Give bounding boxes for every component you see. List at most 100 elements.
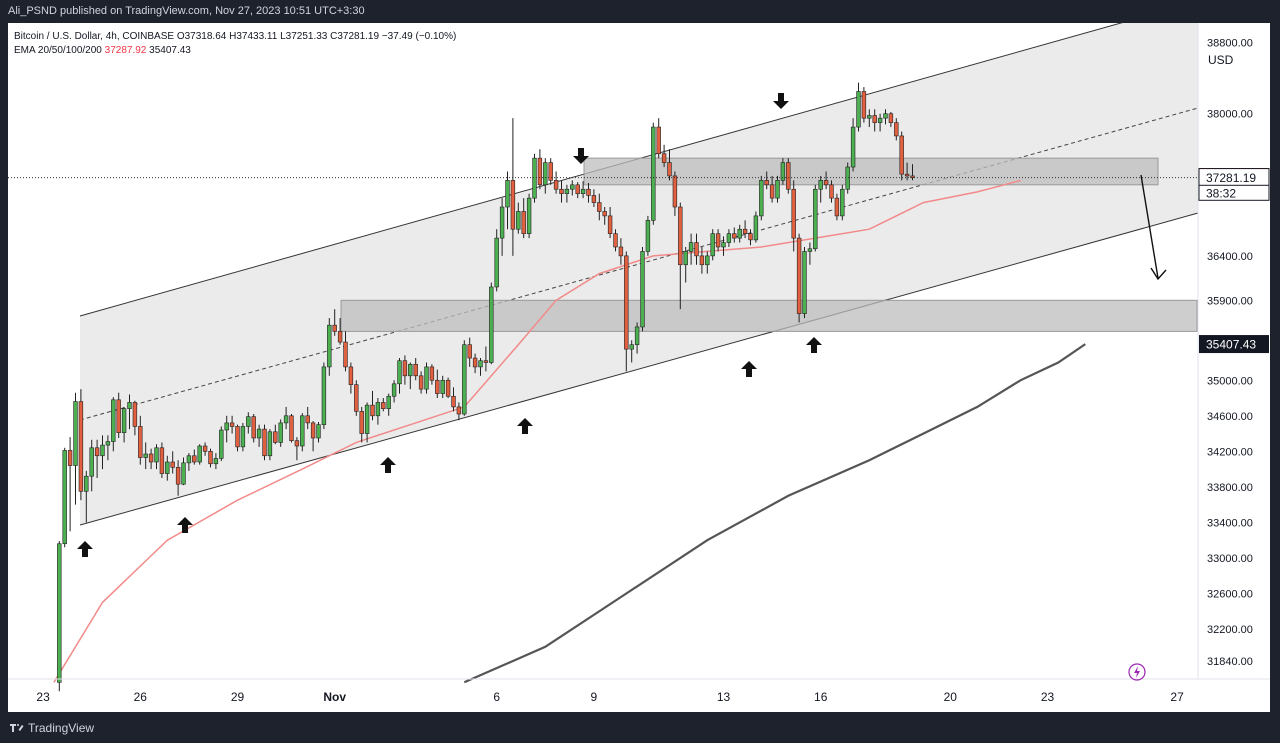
candle-body bbox=[856, 91, 861, 128]
price-tick-label: 35000.00 bbox=[1207, 375, 1253, 387]
candle-body bbox=[683, 251, 688, 266]
candle-body bbox=[262, 428, 267, 457]
time-tick-label: 23 bbox=[36, 690, 50, 704]
price-tick-label: 38800.00 bbox=[1207, 38, 1253, 50]
candle-body bbox=[510, 180, 516, 230]
candle-body bbox=[170, 461, 175, 468]
price-label-box bbox=[1199, 335, 1269, 354]
candle-body bbox=[138, 426, 143, 458]
currency-label[interactable]: USD bbox=[1208, 53, 1234, 67]
candle-body bbox=[224, 422, 229, 431]
candle-body bbox=[84, 475, 89, 492]
candle-body bbox=[613, 233, 618, 248]
candle-body bbox=[143, 453, 148, 458]
candle-body bbox=[580, 188, 586, 194]
candle-body bbox=[316, 424, 321, 439]
candle-body bbox=[402, 360, 408, 377]
candle-body bbox=[494, 237, 499, 288]
candle-body bbox=[67, 450, 73, 466]
candle-body bbox=[715, 233, 721, 248]
candle-body bbox=[742, 228, 748, 234]
chart-panel[interactable]: 38000.00 36400.00 35900.00 35000.00 34600.00… bbox=[8, 23, 1270, 712]
support-up-arrow bbox=[177, 517, 193, 533]
candle-body bbox=[489, 286, 494, 363]
candle-body bbox=[386, 395, 391, 409]
candle-body bbox=[100, 444, 105, 457]
candle-body bbox=[154, 447, 159, 463]
candle-body bbox=[775, 180, 780, 199]
candle-body bbox=[813, 188, 818, 250]
published-by-text: Ali_PSND published on TradingView.com, N… bbox=[8, 5, 365, 17]
price-tick-label: 33000.00 bbox=[1207, 553, 1253, 565]
price-label-box bbox=[1198, 184, 1270, 201]
candle-body bbox=[726, 233, 732, 243]
candle-body bbox=[424, 366, 429, 390]
ohlc-values: O37318.64 H37433.11 L37251.33 C37281.19 bbox=[176, 31, 380, 42]
candle-body bbox=[645, 220, 651, 252]
candle-body bbox=[186, 455, 192, 464]
candle-body bbox=[586, 188, 591, 196]
candle-body bbox=[877, 117, 883, 123]
candle-body bbox=[105, 441, 111, 446]
price-tick-label: 34600.00 bbox=[1207, 411, 1253, 423]
candle-body bbox=[769, 184, 775, 199]
candle-body bbox=[121, 408, 127, 433]
candle-body bbox=[543, 162, 548, 186]
candle-body bbox=[181, 462, 186, 485]
candle-body bbox=[57, 543, 62, 683]
candle-body bbox=[278, 422, 283, 443]
candle-body bbox=[175, 467, 181, 485]
price-tick-label: 33400.00 bbox=[1207, 517, 1253, 529]
support-up-arrow bbox=[77, 541, 93, 557]
candle-body bbox=[62, 450, 67, 545]
candle-body bbox=[883, 113, 888, 119]
candle-body bbox=[748, 233, 753, 241]
candle-body bbox=[904, 173, 910, 177]
candle-body bbox=[418, 375, 424, 390]
candle-body bbox=[240, 426, 246, 448]
candle-body bbox=[327, 324, 332, 368]
time-tick-label: 23 bbox=[1041, 690, 1055, 704]
tradingview-logo[interactable]: TradingView bbox=[10, 721, 94, 735]
candle-body bbox=[753, 215, 759, 241]
candle-body bbox=[667, 162, 672, 177]
resistance-zone bbox=[583, 157, 1159, 186]
ema-value-1: 37287.92 bbox=[104, 45, 147, 56]
candle-body bbox=[764, 180, 769, 186]
candle-body bbox=[478, 360, 483, 368]
candles-group bbox=[57, 82, 915, 692]
ema-line: EMA 20/50/100/200 37287.92 35407.43 bbox=[14, 44, 456, 58]
candle-body bbox=[672, 175, 678, 208]
candle-body bbox=[337, 331, 343, 343]
lightning-icon bbox=[1128, 663, 1146, 681]
candle-body bbox=[570, 184, 575, 190]
candle-body bbox=[759, 180, 764, 217]
price-axis bbox=[1198, 23, 1270, 712]
candle-body bbox=[273, 431, 278, 443]
candle-body bbox=[802, 251, 807, 314]
price-label-text: 37281.19 bbox=[1206, 171, 1256, 185]
price-tick-label: 38000.00 bbox=[1207, 109, 1253, 121]
ema-value-2: 35407.43 bbox=[149, 45, 191, 56]
candle-body bbox=[94, 447, 100, 457]
candle-body bbox=[289, 415, 294, 441]
candle-body bbox=[705, 255, 710, 266]
support-up-arrow bbox=[741, 361, 757, 377]
candle-body bbox=[823, 180, 829, 186]
candle-body bbox=[796, 237, 802, 314]
ema-label: EMA 20/50/100/200 bbox=[14, 45, 102, 56]
price-tick-label: 31840.00 bbox=[1207, 656, 1253, 668]
candle-body bbox=[213, 458, 219, 465]
ema-slow-line bbox=[463, 343, 1086, 684]
candle-body bbox=[256, 428, 262, 439]
candle-body bbox=[888, 113, 894, 123]
candle-body bbox=[159, 447, 165, 474]
price-chart[interactable]: 38000.00 36400.00 35900.00 35000.00 34600.00… bbox=[8, 23, 1270, 712]
candle-body bbox=[445, 379, 451, 397]
time-tick-label: 13 bbox=[717, 690, 731, 704]
candle-body bbox=[651, 126, 656, 221]
candle-body bbox=[148, 453, 154, 463]
candle-body bbox=[607, 215, 613, 234]
candle-body bbox=[310, 422, 316, 439]
candle-body bbox=[516, 211, 521, 230]
